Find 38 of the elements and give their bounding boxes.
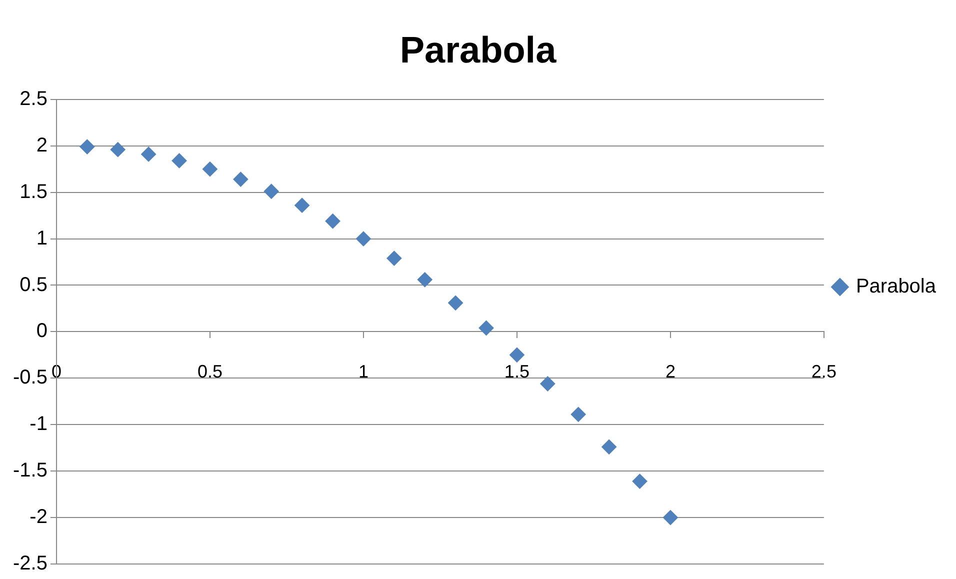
point [294, 198, 310, 213]
point [570, 406, 586, 422]
point [662, 510, 678, 526]
point [202, 162, 218, 177]
x-tick-label: 1.5 [504, 361, 530, 382]
point [540, 376, 556, 392]
chart-title: Parabola [400, 29, 557, 70]
point [386, 250, 402, 266]
x-tick-label: 0.5 [197, 361, 222, 382]
point [233, 172, 248, 187]
y-tick-label: -2 [30, 506, 48, 528]
point [141, 146, 156, 162]
y-tick-label: -1 [30, 413, 48, 436]
y-tick-label: -0.5 [12, 366, 48, 389]
y-tick-label: 0 [36, 320, 48, 342]
point [478, 320, 494, 336]
y-tick-label: 2 [36, 134, 48, 156]
y-tick-label: 2.5 [20, 88, 48, 110]
legend-label: Parabola [856, 276, 937, 298]
point [602, 439, 617, 454]
y-tick-label: 1.5 [20, 180, 48, 203]
point [509, 347, 524, 362]
y-tick-label: -1.5 [12, 460, 48, 482]
x-tick-label: 2.5 [811, 361, 836, 382]
y-tick-label: -2.5 [12, 552, 48, 575]
point [264, 184, 279, 199]
point [448, 295, 464, 310]
point [325, 214, 340, 229]
point [172, 153, 187, 168]
point [356, 231, 371, 246]
point [417, 272, 432, 288]
point [110, 142, 126, 158]
x-tick-label: 1 [358, 361, 368, 382]
y-tick-label: 1 [36, 227, 48, 250]
point [632, 474, 648, 489]
point [80, 139, 95, 154]
x-tick-label: 2 [665, 361, 676, 382]
y-tick-label: 0.5 [20, 274, 48, 296]
